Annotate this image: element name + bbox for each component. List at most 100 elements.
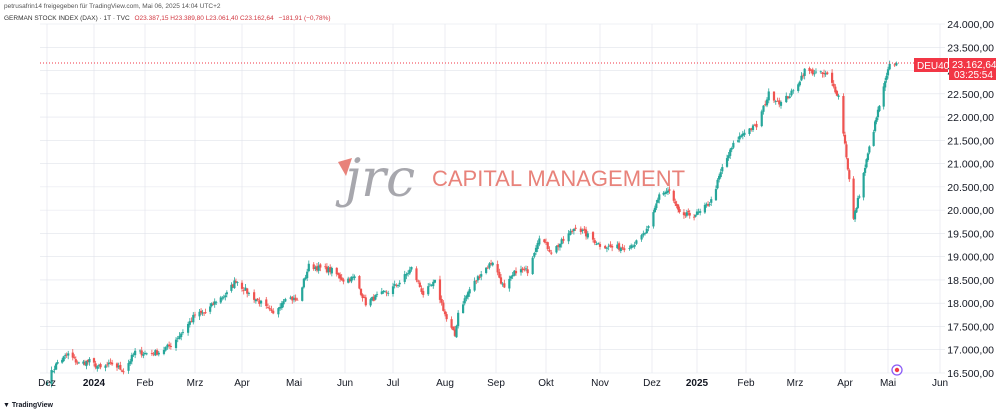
candle-body	[488, 263, 491, 268]
candle-body	[663, 192, 667, 194]
candle-body	[272, 310, 275, 314]
y-tick-label: 17.500,00	[947, 321, 994, 333]
candle-body	[862, 173, 865, 198]
candle-body	[842, 96, 845, 134]
candle-body	[383, 291, 387, 293]
y-tick-label: 23.500,00	[947, 42, 994, 54]
candle-body	[697, 211, 700, 213]
candle-body	[476, 276, 480, 281]
candle-body	[630, 245, 633, 249]
candle-body	[830, 72, 834, 83]
candle-body	[359, 288, 363, 295]
candle-body	[834, 86, 837, 93]
candle-body	[797, 84, 800, 91]
candle-body	[168, 344, 171, 346]
candle-body	[750, 128, 753, 130]
candle-body	[73, 357, 76, 359]
candle-body	[53, 368, 56, 370]
candle-body	[463, 298, 466, 304]
candle-body	[225, 292, 228, 295]
candle-body	[176, 338, 179, 340]
y-tick-label: 20.000,00	[947, 205, 994, 217]
candle-body	[348, 279, 351, 282]
candle-body	[848, 170, 851, 180]
candle-body	[886, 69, 890, 76]
candle-body	[692, 216, 696, 218]
candle-body	[127, 363, 130, 371]
candle-body	[418, 282, 421, 288]
candle-body	[591, 232, 595, 240]
candle-body	[132, 354, 135, 356]
candle-body	[743, 132, 746, 135]
candle-body	[76, 362, 79, 364]
candle-body	[753, 124, 756, 126]
candle-body	[511, 274, 514, 277]
alert-icon[interactable]	[891, 364, 903, 376]
y-tick-label: 18.500,00	[947, 275, 994, 287]
candle-body	[385, 292, 388, 294]
candle-body	[138, 350, 142, 352]
candle-body	[74, 359, 77, 363]
candle-body	[382, 291, 385, 293]
y-tick-label: 19.500,00	[947, 228, 994, 240]
candle-body	[534, 247, 538, 252]
candle-body	[824, 73, 827, 75]
candle-body	[521, 268, 524, 271]
candle-body	[324, 266, 327, 268]
candle-body	[569, 230, 572, 235]
candle-body	[403, 274, 406, 282]
candles	[45, 60, 898, 388]
x-tick-label: Feb	[136, 378, 154, 389]
x-tick-label: Jun	[932, 378, 948, 389]
change-value: −181,91 (−0,78%)	[278, 15, 331, 22]
candle-body	[307, 263, 310, 272]
candle-body	[222, 296, 225, 298]
candle-body	[338, 274, 342, 279]
candle-body	[619, 247, 622, 252]
candle-body	[64, 355, 67, 357]
candle-body	[224, 295, 227, 298]
candle-body	[122, 371, 125, 373]
candle-body	[415, 268, 418, 281]
candle-body	[240, 282, 244, 289]
candle-body	[631, 246, 635, 248]
candle-body	[645, 228, 648, 234]
x-tick-label: Nov	[591, 378, 609, 389]
candle-body	[708, 203, 711, 205]
candle-body	[393, 284, 396, 286]
watermark-company: CAPITAL MANAGEMENT	[432, 166, 685, 191]
candle-body	[852, 178, 855, 219]
candle-body	[50, 370, 53, 384]
candle-body	[843, 134, 847, 144]
candle-body	[88, 358, 91, 363]
candle-body	[536, 243, 539, 250]
candle-body	[719, 172, 722, 178]
candle-body	[875, 117, 878, 122]
grid-lines	[40, 23, 945, 374]
candle-body	[86, 359, 90, 362]
x-tick-label: Okt	[538, 378, 554, 389]
candle-body	[422, 291, 425, 295]
candle-body	[405, 273, 408, 276]
candle-body	[501, 283, 504, 285]
candle-body	[129, 361, 132, 364]
candle-body	[258, 300, 261, 304]
watermark-logo-mark	[338, 158, 352, 176]
candle-body	[617, 243, 621, 250]
candle-body	[678, 209, 681, 213]
candle-body	[432, 281, 435, 287]
candle-body	[798, 81, 801, 86]
candle-body	[598, 244, 602, 247]
candle-body	[885, 75, 888, 80]
candle-body	[270, 309, 273, 311]
candle-body	[653, 207, 657, 213]
candle-body	[826, 72, 829, 75]
tradingview-brand: TradingView	[11, 402, 53, 409]
publisher-line: petrusafrin14 freigegeben für TradingVie…	[4, 3, 221, 10]
candle-body	[668, 189, 671, 191]
candle-body	[342, 279, 345, 282]
x-tick-label: Sep	[487, 378, 505, 389]
candle-body	[282, 301, 285, 305]
candle-body	[604, 245, 607, 249]
